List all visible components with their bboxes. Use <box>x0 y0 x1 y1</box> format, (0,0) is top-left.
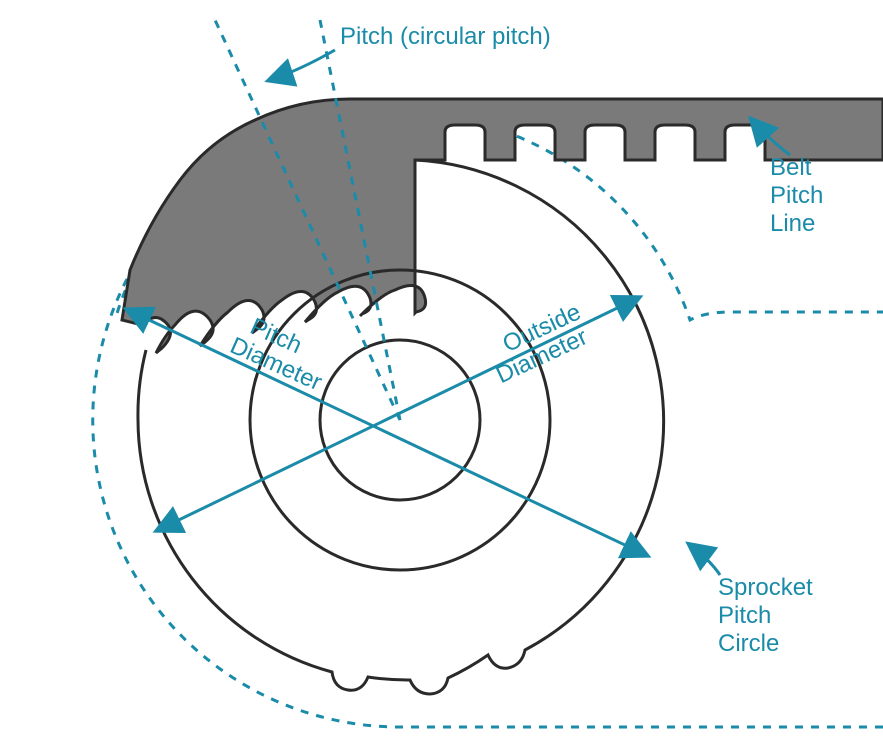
sprocket-pitch-circle-label-2: Pitch <box>718 602 771 629</box>
pitch-leader <box>270 50 335 80</box>
sprocket-pitch-circle-leader <box>690 545 720 575</box>
sprocket-pitch-circle-label-1: Sprocket <box>718 574 813 601</box>
sprocket-pitch-circle-label-3: Circle <box>718 630 779 657</box>
belt-pitch-line-label-1: Belt <box>770 154 812 181</box>
belt-pitch-line-label-3: Line <box>770 210 815 237</box>
belt-pitch-line-label-2: Pitch <box>770 182 823 209</box>
pitch-circular-label: Pitch (circular pitch) <box>340 23 551 50</box>
